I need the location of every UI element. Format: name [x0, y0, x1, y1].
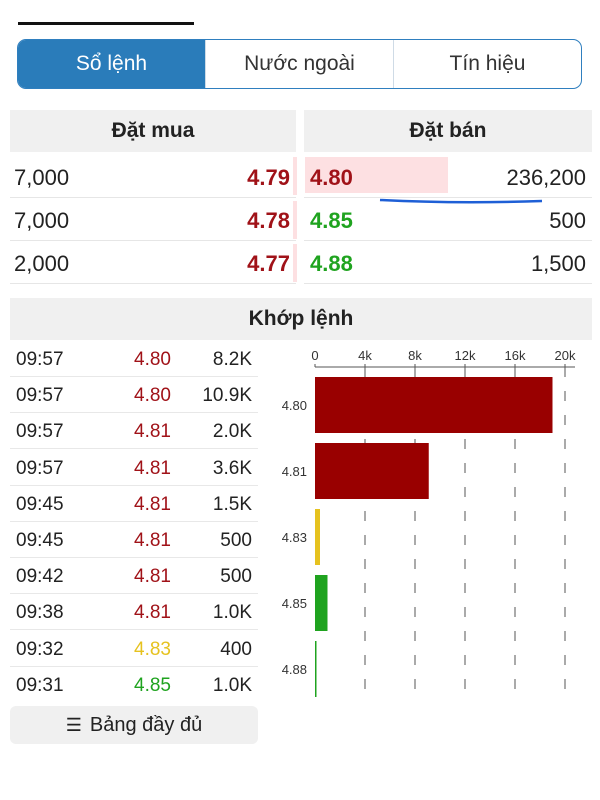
trade-time: 09:38 [16, 602, 64, 624]
x-tick-label: 16k [505, 348, 526, 363]
volume-by-price-chart: 0 4k 8k 12k 16k 20k 4.80 4.81 4.83 4.85 4.88 [282, 348, 576, 697]
buy-depth-bar [293, 244, 297, 282]
trade-volume: 1.0K [212, 674, 252, 696]
trade-row: 09:31 4.85 1.0K [10, 667, 258, 703]
trade-row: 09:57 4.81 3.6K [10, 450, 258, 486]
trade-price: 4.81 [134, 421, 171, 443]
chart-bar [315, 377, 553, 433]
trade-row: 09:57 4.80 10.9K [10, 377, 258, 414]
trade-row: 09:38 4.81 1.0K [10, 594, 258, 631]
y-category-label: 4.85 [282, 596, 307, 611]
trade-price: 4.81 [134, 602, 171, 624]
trade-row: 09:32 4.83 400 [10, 631, 258, 667]
sell-price: 4.80 [310, 165, 353, 190]
sell-volume: 1,500 [530, 251, 586, 276]
trade-time: 09:57 [16, 421, 64, 443]
trade-row: 09:57 4.80 8.2K [10, 341, 258, 377]
trade-time: 09:31 [16, 674, 64, 696]
full-table-button[interactable]: ☰ Bảng đầy đủ [10, 706, 258, 744]
trade-volume: 3.6K [212, 457, 252, 479]
sell-depth-bar [305, 157, 448, 193]
trade-price: 4.81 [134, 530, 171, 551]
trade-volume: 10.9K [202, 385, 252, 407]
pen-underline [379, 198, 543, 204]
chart-bar [315, 509, 320, 565]
list-icon: ☰ [65, 714, 82, 735]
trade-price: 4.81 [134, 457, 171, 479]
trade-time: 09:57 [16, 457, 64, 479]
matched-header: Khớp lệnh [10, 298, 592, 340]
full-table-label: Bảng đầy đủ [89, 713, 203, 736]
trade-price: 4.85 [134, 674, 171, 696]
sell-volume: 236,200 [506, 165, 586, 190]
trade-time: 09:45 [16, 493, 64, 515]
y-category-label: 4.80 [282, 398, 307, 413]
trade-time: 09:42 [16, 566, 64, 588]
trade-price: 4.83 [134, 638, 171, 660]
y-category-label: 4.81 [282, 464, 307, 479]
trade-time: 09:57 [16, 349, 64, 370]
x-tick-label: 4k [358, 348, 372, 363]
sell-price: 4.85 [310, 208, 353, 233]
buy-price: 4.79 [247, 165, 290, 190]
buy-price: 4.77 [247, 251, 290, 276]
sell-price: 4.88 [310, 251, 353, 276]
trade-volume: 500 [220, 530, 252, 551]
y-category-label: 4.88 [282, 662, 307, 677]
trade-time: 09:32 [16, 638, 64, 660]
buy-depth-bar [293, 201, 297, 239]
trade-row: 09:42 4.81 500 [10, 558, 258, 595]
chart-bar [315, 641, 317, 697]
trade-row: 09:45 4.81 1.5K [10, 486, 258, 522]
trade-price: 4.80 [134, 349, 171, 370]
trade-volume: 1.5K [212, 493, 252, 515]
chart-bar [315, 575, 328, 631]
trade-time: 09:57 [16, 385, 64, 407]
buy-volume: 7,000 [14, 165, 70, 190]
sell-header: Đặt bán [304, 110, 592, 152]
buy-price: 4.78 [247, 208, 290, 233]
chart-bar [315, 443, 429, 499]
trade-time: 09:45 [16, 530, 64, 551]
tab-nuoc-ngoai[interactable]: Nước ngoài [205, 40, 393, 88]
trade-volume: 400 [220, 638, 252, 660]
buy-volume: 2,000 [14, 251, 70, 276]
view-tabs: Sổ lệnh Nước ngoài Tín hiệu [17, 39, 582, 89]
tab-tin-hieu[interactable]: Tín hiệu [393, 40, 581, 88]
tab-so-lenh[interactable]: Sổ lệnh [18, 40, 205, 88]
trade-row: 09:45 4.81 500 [10, 522, 258, 558]
trade-price: 4.81 [134, 566, 171, 588]
buy-volume: 7,000 [14, 208, 70, 233]
x-tick-label: 0 [311, 348, 318, 363]
trade-volume: 8.2K [212, 349, 252, 370]
trade-volume: 500 [220, 566, 252, 588]
trade-price: 4.80 [134, 385, 171, 407]
x-tick-label: 20k [555, 348, 576, 363]
y-category-label: 4.83 [282, 530, 307, 545]
trade-volume: 2.0K [212, 421, 252, 443]
buy-depth-bar [293, 157, 297, 195]
trade-price: 4.81 [134, 493, 171, 515]
x-tick-label: 8k [408, 348, 422, 363]
buy-header: Đặt mua [10, 110, 296, 152]
x-tick-label: 12k [455, 348, 476, 363]
top-tab-indicator [18, 22, 194, 25]
sell-volume: 500 [549, 208, 586, 233]
trade-row: 09:57 4.81 2.0K [10, 413, 258, 450]
trade-volume: 1.0K [212, 602, 252, 624]
